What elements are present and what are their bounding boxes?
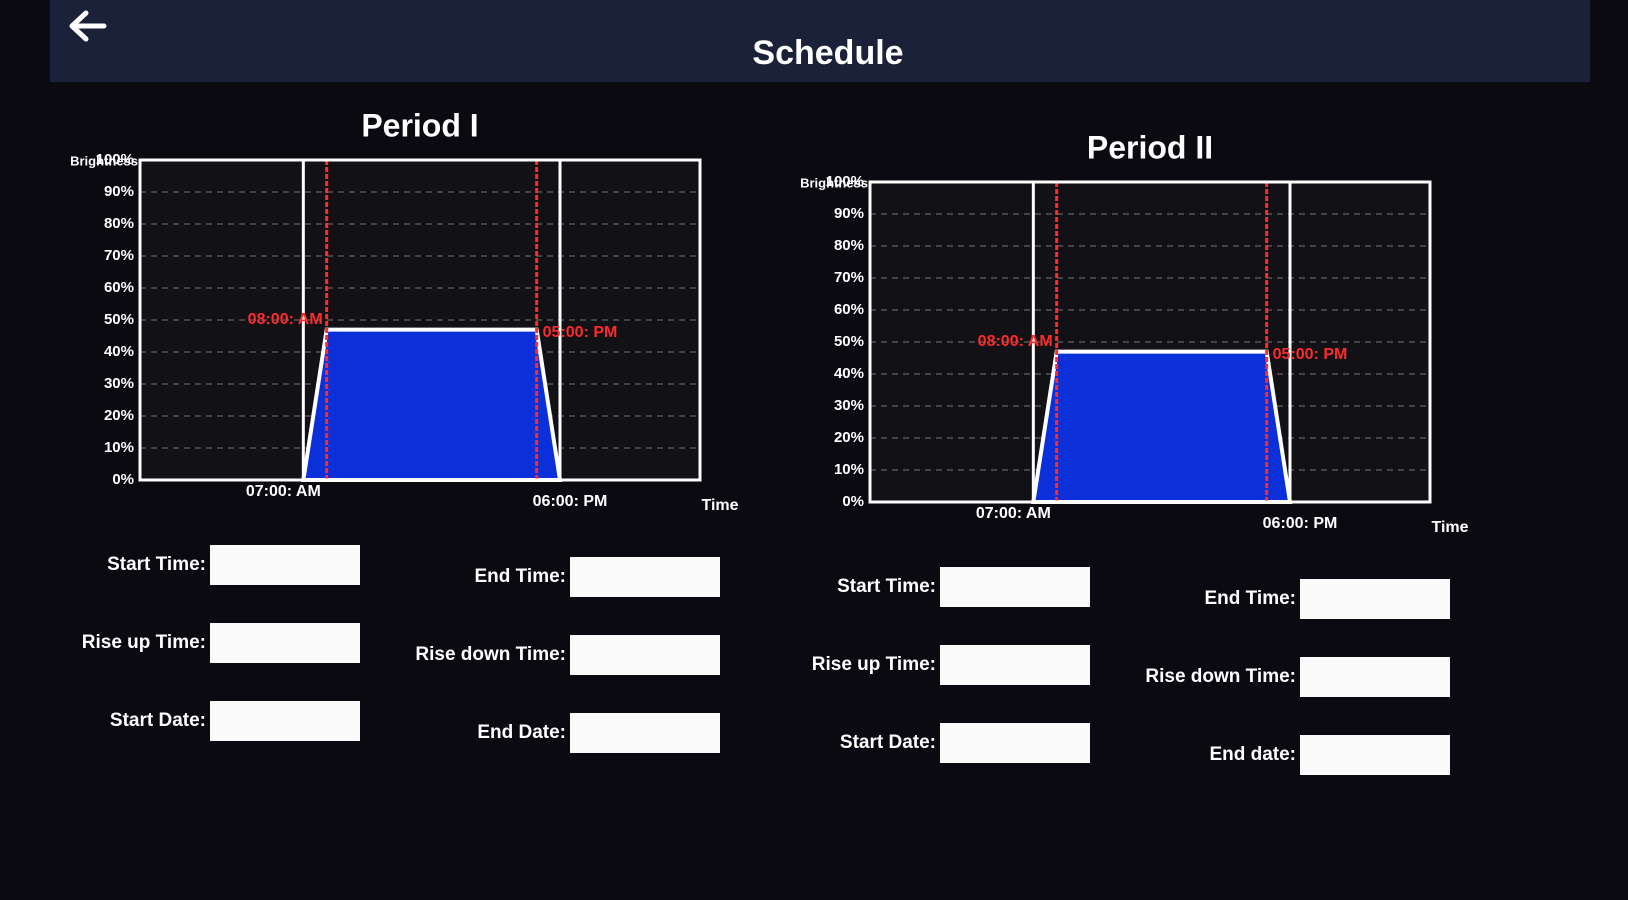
y-tick-label: 70% [104, 247, 134, 264]
y-tick-label: 80% [104, 215, 134, 232]
y-tick-label: 80% [834, 237, 864, 254]
marker-label: 08:00: AM [248, 311, 323, 328]
y-tick-label: 90% [104, 183, 134, 200]
y-tick-label: 0% [842, 493, 864, 510]
panel-title: Period I [361, 107, 478, 143]
field-input[interactable] [570, 713, 720, 753]
back-arrow[interactable] [69, 10, 107, 42]
field-input[interactable] [570, 557, 720, 597]
y-axis-label: Brightness [800, 175, 868, 190]
marker-label: 08:00: AM [978, 333, 1053, 350]
field-input[interactable] [940, 723, 1090, 763]
panel-title: Period II [1087, 129, 1213, 165]
plot-frame [868, 180, 1432, 504]
field-input[interactable] [1300, 657, 1450, 697]
y-tick-label: 60% [104, 279, 134, 296]
field-label: Start Time: [837, 576, 936, 597]
y-tick-label: 100% [96, 151, 134, 168]
field-input[interactable] [940, 645, 1090, 685]
x-tick-label: 06:00: PM [1263, 515, 1338, 532]
field-label: Start Date: [110, 710, 206, 731]
y-tick-label: 100% [826, 173, 864, 190]
field-label: End Time: [475, 566, 567, 587]
field-input[interactable] [940, 567, 1090, 607]
y-tick-label: 40% [104, 343, 134, 360]
brightness-area [300, 327, 563, 482]
y-tick-label: 10% [834, 461, 864, 478]
header-bar [50, 0, 1590, 82]
y-tick-label: 90% [834, 205, 864, 222]
marker-label: 05:00: PM [543, 324, 618, 341]
field-label: End Time: [1205, 588, 1297, 609]
field-label: Rise up Time: [812, 654, 936, 675]
y-tick-label: 30% [834, 397, 864, 414]
x-tick-label: 06:00: PM [533, 493, 608, 510]
y-tick-label: 40% [834, 365, 864, 382]
field-input[interactable] [1300, 735, 1450, 775]
field-input[interactable] [570, 635, 720, 675]
page-title: Schedule [752, 34, 903, 72]
y-tick-label: 30% [104, 375, 134, 392]
field-input[interactable] [210, 623, 360, 663]
y-tick-label: 60% [834, 301, 864, 318]
field-label: End date: [1209, 744, 1296, 765]
x-axis-label: Time [701, 497, 738, 514]
y-tick-label: 70% [834, 269, 864, 286]
x-tick-label: 07:00: AM [246, 483, 321, 500]
plot-frame [138, 158, 702, 482]
field-label: End Date: [477, 722, 566, 743]
y-tick-label: 50% [834, 333, 864, 350]
field-label: Rise up Time: [82, 632, 206, 653]
marker-label: 05:00: PM [1273, 346, 1348, 363]
y-tick-label: 20% [834, 429, 864, 446]
field-input[interactable] [210, 701, 360, 741]
back-button[interactable] [69, 10, 107, 42]
y-tick-label: 10% [104, 439, 134, 456]
y-tick-label: 0% [112, 471, 134, 488]
field-input[interactable] [210, 545, 360, 585]
brightness-area [1030, 349, 1293, 504]
x-tick-label: 07:00: AM [976, 505, 1051, 522]
y-axis-label: Brightness [70, 153, 138, 168]
field-label: Start Time: [107, 554, 206, 575]
y-tick-label: 50% [104, 311, 134, 328]
field-label: Start Date: [840, 732, 936, 753]
x-axis-label: Time [1431, 519, 1468, 536]
field-input[interactable] [1300, 579, 1450, 619]
field-label: Rise down Time: [1145, 666, 1296, 687]
y-tick-label: 20% [104, 407, 134, 424]
field-label: Rise down Time: [415, 644, 566, 665]
